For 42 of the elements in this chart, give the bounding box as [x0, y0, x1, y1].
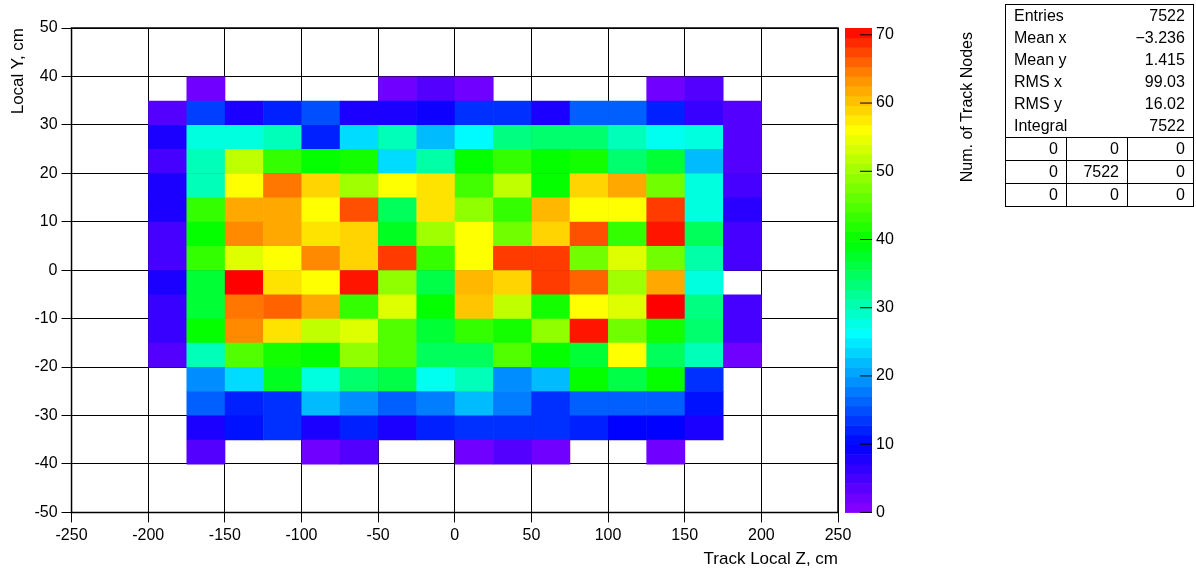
y-tick-label: 50	[39, 18, 58, 36]
y-tick-label: -30	[34, 405, 58, 423]
text: Mean x −3.236	[1014, 29, 1185, 46]
text: RMS x 99.03	[1014, 73, 1185, 90]
color-bar-label: 10	[876, 434, 894, 452]
x-tick-label: -150	[208, 526, 241, 544]
text: RMS y 16.02	[1014, 95, 1185, 112]
text: 0 0 0	[1049, 186, 1185, 203]
y-tick-label: 0	[48, 260, 58, 278]
color-bar-label: 60	[876, 93, 894, 111]
x-axis-title: Track Local Z, cm	[703, 549, 838, 569]
color-bar-label: 50	[876, 161, 894, 179]
y-tick-label: -10	[34, 309, 58, 327]
text: Entries 7522	[1014, 7, 1185, 24]
color-bar-label: 70	[876, 25, 894, 43]
color-bar-label: 0	[876, 502, 885, 520]
x-tick-label: 50	[522, 526, 541, 544]
y-tick-label: -50	[34, 502, 58, 520]
x-tick-label: -250	[55, 526, 88, 544]
text: 0 7522 0	[1049, 163, 1185, 180]
x-tick-label: -100	[285, 526, 318, 544]
y-axis-title: Local Y, cm	[7, 28, 27, 115]
text: Mean y 1.415	[1014, 51, 1185, 68]
color-bar-label: 30	[876, 298, 894, 316]
x-tick-label: 200	[748, 526, 775, 544]
x-tick-label: -50	[366, 526, 390, 544]
text: Integral 7522	[1014, 117, 1185, 134]
x-tick-label: -200	[132, 526, 165, 544]
x-tick-label: 100	[594, 526, 622, 544]
y-tick-label: 30	[39, 115, 58, 133]
text: 0 0 0	[1049, 140, 1185, 157]
y-tick-label: -40	[34, 454, 58, 472]
x-tick-label: 250	[824, 526, 852, 544]
y-tick-label: 20	[39, 163, 58, 181]
x-tick-label: 150	[671, 526, 699, 544]
color-bar-title: Num. of Track Nodes	[958, 32, 976, 183]
color-bar-label: 20	[876, 366, 894, 384]
y-tick-label: 10	[39, 212, 58, 230]
x-tick-label: 0	[450, 526, 460, 544]
y-tick-label: -20	[34, 357, 58, 375]
y-tick-label: 40	[39, 66, 58, 84]
color-bar-label: 40	[876, 229, 894, 247]
